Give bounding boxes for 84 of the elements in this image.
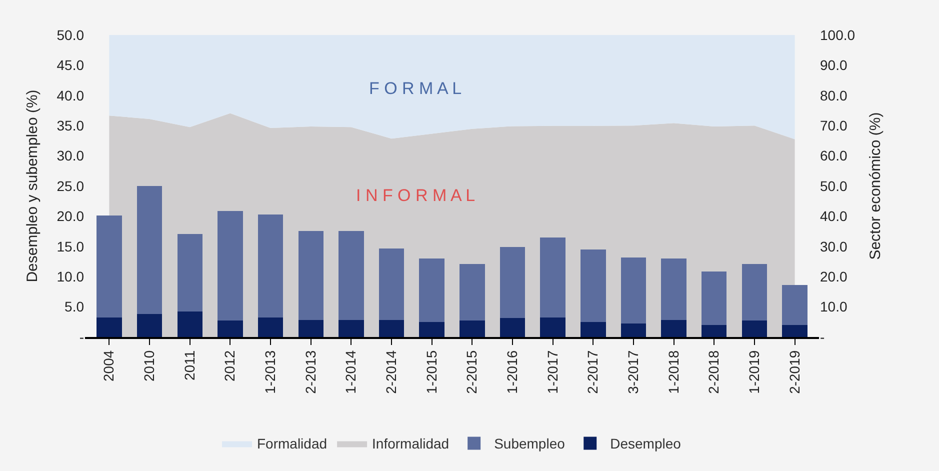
bar: [177, 234, 202, 312]
y2-axis-title: Sector económico (%): [867, 112, 884, 260]
bar: [258, 316, 284, 337]
x-tick-label: 2004: [100, 350, 117, 382]
y2-tick-label: 20.0: [820, 268, 848, 284]
y-axis-title: Desempleo y subempleo (%): [24, 90, 41, 282]
bar: [500, 317, 526, 337]
y-tick-label: 15.0: [56, 238, 84, 254]
bar: [460, 264, 485, 321]
y-tick-label: -: [79, 328, 84, 345]
y2-tick-label: 50.0: [820, 178, 848, 194]
x-tick-label: 2-2017: [584, 350, 601, 394]
y-tick-label: 40.0: [56, 87, 84, 104]
x-tick-label: 1-2015: [423, 350, 440, 394]
bar: [702, 324, 727, 337]
bar: [419, 258, 444, 322]
bar: [136, 186, 162, 314]
bar: [702, 271, 727, 325]
y-tick-label: 50.0: [56, 26, 84, 43]
x-tick-label: 2-2015: [464, 350, 480, 394]
bar: [218, 320, 243, 337]
bar: [540, 316, 566, 337]
x-tick-label: 2-2018: [706, 350, 722, 394]
x-tick-label: 2-2019: [786, 350, 802, 394]
bar: [419, 320, 444, 337]
bar: [338, 230, 364, 320]
bar: [742, 264, 768, 321]
bar: [96, 316, 122, 337]
y2-tick-label: 80.0: [820, 87, 848, 104]
y-tick-label: 25.0: [56, 178, 84, 194]
bar: [661, 318, 686, 337]
bar: [460, 320, 485, 337]
annotation: I N F O R M A L: [356, 186, 476, 205]
bar: [298, 318, 324, 337]
y-tick-label: 30.0: [56, 148, 84, 164]
legend-label: Desempleo: [610, 436, 682, 452]
y2-tick-label: 70.0: [820, 118, 848, 134]
x-tick-label: 1-2018: [665, 350, 682, 394]
bar: [96, 216, 122, 318]
bar: [298, 230, 324, 320]
legend-label: Subempleo: [494, 436, 566, 452]
bar: [620, 322, 646, 337]
bar: [620, 257, 646, 324]
x-tick-label: 1-2014: [342, 350, 359, 394]
x-tick-label: 1-2016: [504, 350, 520, 394]
y-tick-label: 45.0: [56, 57, 84, 74]
y2-tick-label: 10.0: [820, 298, 848, 315]
bar: [378, 318, 404, 337]
bar: [378, 248, 404, 320]
y-tick-label: 20.0: [56, 208, 84, 224]
y-tick-label: 35.0: [56, 118, 84, 134]
bar: [177, 310, 202, 337]
x-tick-label: 2-2014: [383, 350, 400, 394]
x-tick-label: 1-2017: [544, 350, 560, 394]
bar: [661, 258, 686, 320]
x-tick-label: 2011: [181, 350, 198, 380]
annotation: F O R M A L: [369, 79, 462, 98]
y2-tick-label: 100.0: [820, 26, 856, 43]
bar: [258, 214, 284, 318]
bar: [580, 250, 606, 322]
x-tick-label: 2-2013: [302, 350, 318, 394]
bar: [782, 324, 808, 337]
bar: [580, 320, 606, 337]
x-tick-label: 2012: [222, 350, 238, 382]
bar: [218, 210, 243, 321]
y2-tick-label: 40.0: [820, 208, 848, 224]
y2-tick-label: 30.0: [820, 238, 848, 254]
bar: [540, 237, 566, 318]
bar: [136, 312, 162, 337]
bar: [782, 285, 808, 325]
x-tick-label: 1-2013: [262, 350, 278, 394]
bar: [500, 247, 526, 318]
bar: [742, 320, 768, 337]
x-tick-label: 3-2017: [625, 350, 642, 394]
legend-label: Informalidad: [372, 436, 450, 452]
y2-tick-label: -: [820, 328, 825, 345]
y-tick-label: 5.0: [64, 298, 84, 315]
x-tick-label: 2010: [141, 350, 158, 382]
y2-tick-label: 60.0: [820, 148, 848, 164]
y-tick-label: 10.0: [56, 268, 84, 284]
x-tick-label: 1-2019: [746, 350, 762, 394]
legend-label: Formalidad: [257, 436, 328, 452]
bar: [338, 318, 364, 337]
y2-tick-label: 90.0: [820, 57, 848, 74]
